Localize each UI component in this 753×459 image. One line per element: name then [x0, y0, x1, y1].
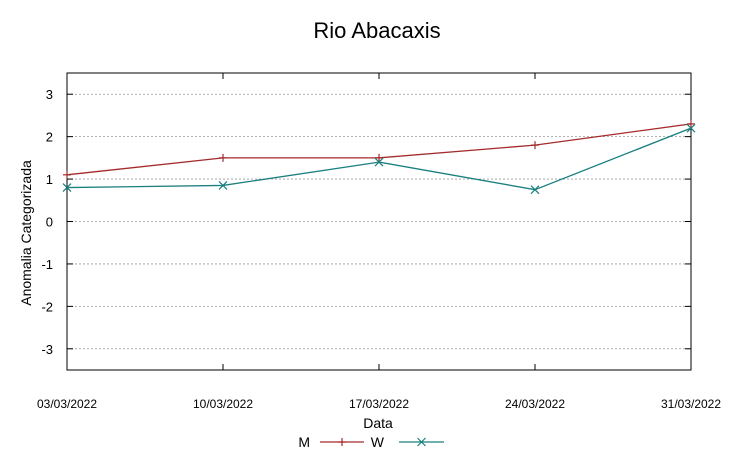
y-tick-label: -3 — [41, 342, 53, 357]
data-point — [374, 157, 384, 167]
data-point — [530, 185, 540, 195]
y-tick-label: 0 — [46, 215, 53, 230]
series-M — [63, 119, 695, 179]
legend-marker — [417, 437, 426, 447]
y-axis-label: Anomalia Categorizada — [18, 160, 34, 306]
x-tick-label: 03/03/2022 — [37, 397, 97, 411]
y-tick-label: 2 — [46, 130, 53, 145]
legend-label: W — [371, 434, 385, 450]
y-tick-label: -1 — [41, 257, 53, 272]
x-tick-label: 17/03/2022 — [349, 397, 409, 411]
data-point — [686, 123, 696, 133]
grid — [67, 93, 691, 350]
x-tick-label: 24/03/2022 — [505, 397, 565, 411]
legend-label: M — [298, 434, 310, 450]
data-point — [218, 181, 228, 190]
chart-title: Rio Abacaxis — [313, 18, 440, 43]
data-point — [62, 183, 72, 192]
x-tick-label: 10/03/2022 — [193, 397, 253, 411]
x-tick-label: 31/03/2022 — [661, 397, 721, 411]
x-axis-label: Data — [363, 415, 393, 431]
y-tick-label: 1 — [46, 172, 53, 187]
series-line-M — [66, 123, 692, 176]
y-tick-label: -2 — [41, 299, 53, 314]
y-ticks: 3 2 1 0 -1 -2 -3 — [41, 87, 691, 357]
x-ticks: 03/03/2022 10/03/2022 17/03/2022 24/03/2022… — [37, 73, 721, 411]
series-W — [62, 123, 696, 195]
plot-frame — [66, 72, 692, 371]
series-layer — [62, 119, 696, 195]
y-tick-label: 3 — [46, 87, 53, 102]
